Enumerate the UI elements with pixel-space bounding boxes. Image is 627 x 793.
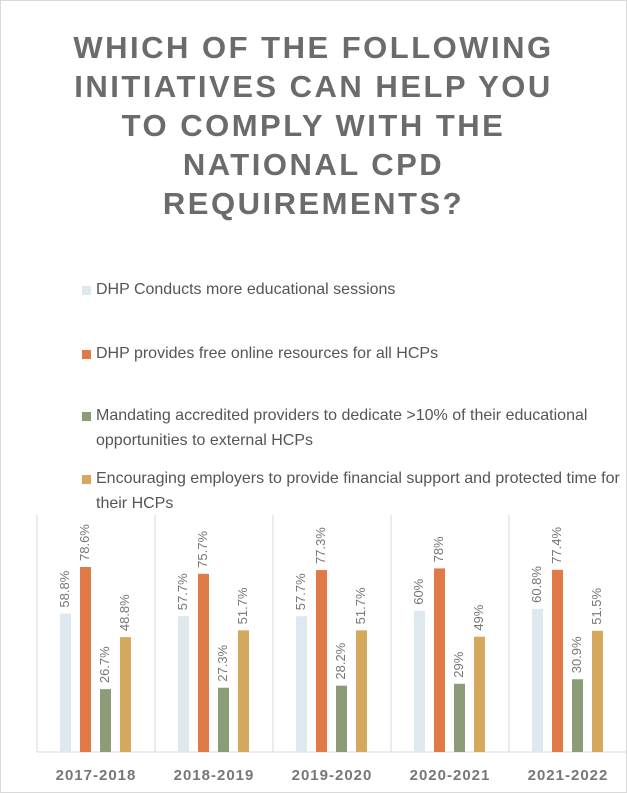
value-label: 48.8% bbox=[117, 594, 132, 631]
value-label: 29% bbox=[451, 651, 466, 677]
value-label: 60.8% bbox=[529, 566, 544, 603]
value-label: 51.5% bbox=[589, 587, 604, 624]
value-label: 78.6% bbox=[77, 524, 92, 561]
bar bbox=[60, 613, 71, 752]
value-label: 77.4% bbox=[549, 527, 564, 564]
legend-item: DHP provides free online resources for a… bbox=[82, 341, 626, 366]
bar bbox=[532, 608, 543, 752]
bar bbox=[198, 573, 209, 752]
value-label: 51.7% bbox=[235, 587, 250, 624]
value-label: 51.7% bbox=[353, 587, 368, 624]
value-label: 49% bbox=[471, 604, 486, 630]
bar bbox=[296, 616, 307, 752]
value-label: 78% bbox=[431, 536, 446, 562]
bar bbox=[336, 685, 347, 752]
x-tick-label: 2020-2021 bbox=[410, 767, 491, 784]
value-label: 27.3% bbox=[215, 644, 230, 681]
x-tick-label: 2019-2020 bbox=[292, 767, 373, 784]
bar bbox=[80, 567, 91, 752]
value-label: 75.7% bbox=[195, 531, 210, 568]
value-label: 58.8% bbox=[57, 570, 72, 607]
value-label: 57.7% bbox=[175, 573, 190, 610]
value-label: 30.9% bbox=[569, 636, 584, 673]
bar bbox=[454, 683, 465, 752]
value-label: 28.2% bbox=[333, 642, 348, 679]
legend-label: Encouraging employers to provide financi… bbox=[96, 470, 620, 512]
value-label: 57.7% bbox=[293, 573, 308, 610]
bar bbox=[238, 630, 249, 752]
legend-swatch bbox=[82, 286, 91, 295]
legend-label: DHP Conducts more educational sessions bbox=[96, 281, 396, 298]
bar bbox=[218, 687, 229, 752]
bar bbox=[414, 610, 425, 752]
bar bbox=[100, 689, 111, 752]
bar bbox=[316, 570, 327, 752]
legend-item: Mandating accredited providers to dedica… bbox=[82, 403, 626, 453]
legend-item: Encouraging employers to provide financi… bbox=[82, 466, 626, 516]
x-tick-label: 2021-2022 bbox=[528, 767, 609, 784]
x-tick-label: 2017-2018 bbox=[56, 767, 137, 784]
legend-swatch bbox=[82, 475, 91, 484]
bar bbox=[552, 569, 563, 752]
bar bbox=[178, 616, 189, 752]
bar bbox=[474, 636, 485, 752]
legend-label: DHP provides free online resources for a… bbox=[96, 345, 439, 362]
bar bbox=[572, 679, 583, 752]
legend-item: DHP Conducts more educational sessions bbox=[82, 277, 626, 302]
value-label: 77.3% bbox=[313, 527, 328, 564]
x-tick-label: 2018-2019 bbox=[174, 767, 255, 784]
bar bbox=[120, 637, 131, 752]
bar bbox=[434, 568, 445, 752]
value-label: 60% bbox=[411, 578, 426, 604]
bar bbox=[592, 630, 603, 752]
legend-swatch bbox=[82, 350, 91, 359]
bar bbox=[356, 630, 367, 752]
value-label: 26.7% bbox=[97, 646, 112, 683]
legend-label: Mandating accredited providers to dedica… bbox=[96, 407, 588, 449]
legend-swatch bbox=[82, 412, 91, 421]
chart-title: WHICH OF THE FOLLOWING INITIATIVES CAN H… bbox=[73, 30, 554, 221]
